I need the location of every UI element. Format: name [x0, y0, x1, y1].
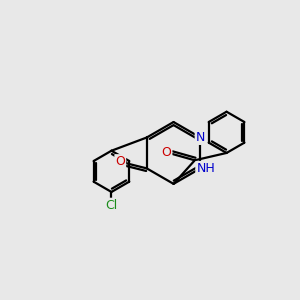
- Text: O: O: [115, 155, 125, 168]
- Text: O: O: [162, 146, 171, 159]
- Text: NH: NH: [196, 162, 215, 175]
- Text: Cl: Cl: [105, 199, 118, 212]
- Text: N: N: [196, 131, 205, 144]
